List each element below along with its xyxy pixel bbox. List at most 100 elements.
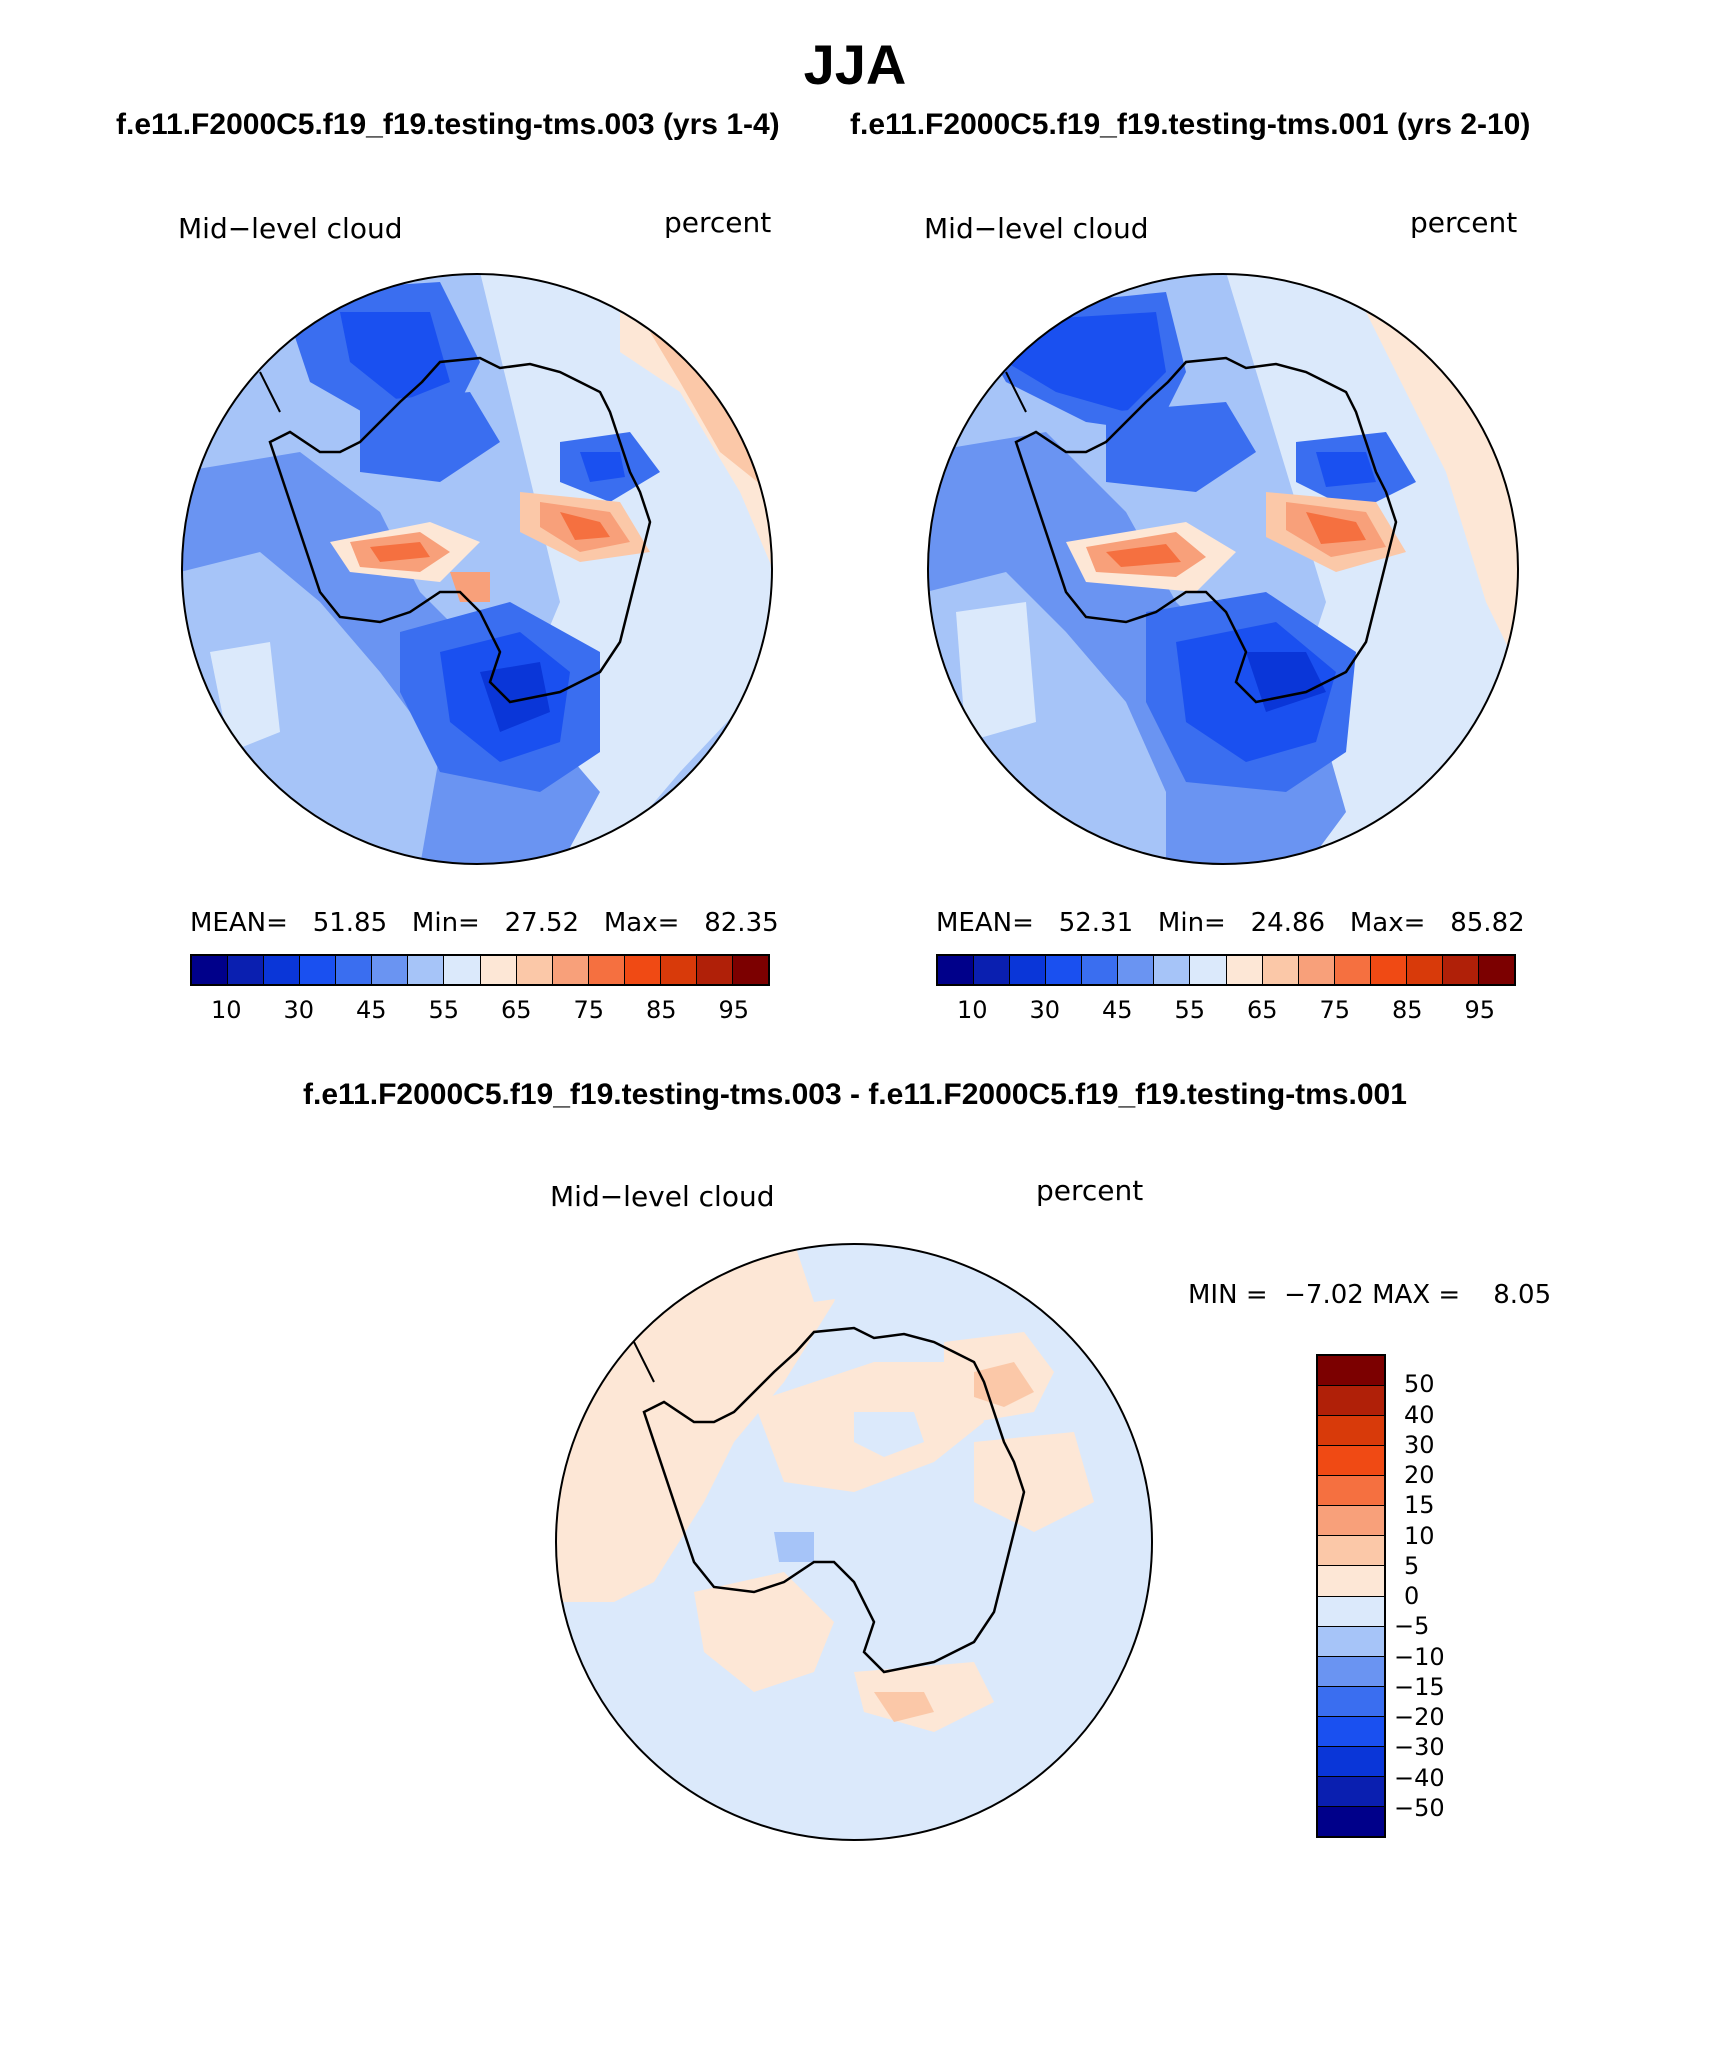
colorbar-tick-label: 5 <box>1404 1551 1420 1580</box>
colorbar-swatch <box>1298 956 1335 984</box>
colorbar-swatch <box>1226 956 1263 984</box>
colorbar-tick-label: 55 <box>428 996 460 1024</box>
panel-2-units-label: percent <box>1410 206 1518 239</box>
colorbar-tick-label: 85 <box>1391 996 1423 1024</box>
colorbar-swatch <box>1478 956 1514 984</box>
panel-1-min-label: Min= <box>411 908 480 938</box>
colorbar-tick-label: 40 <box>1404 1400 1435 1429</box>
colorbar-swatch <box>444 956 481 984</box>
colorbar-swatch <box>1318 1686 1384 1717</box>
colorbar-tick-label: 10 <box>210 996 242 1024</box>
colorbar-tick-label: −20 <box>1394 1703 1445 1731</box>
colorbar-swatch <box>1442 956 1479 984</box>
colorbar-swatch <box>1318 1776 1384 1807</box>
colorbar-tick-label: −15 <box>1394 1672 1445 1701</box>
colorbar-tick-label: 15 <box>1404 1491 1435 1520</box>
colorbar-swatch <box>300 956 337 984</box>
colorbar-tick-label: 50 <box>1404 1370 1435 1399</box>
colorbar-swatch <box>336 956 373 984</box>
colorbar-swatch <box>624 956 661 984</box>
colorbar-swatch <box>516 956 553 984</box>
colorbar-swatch <box>1318 1386 1384 1417</box>
panel-2-min-value: 24.86 <box>1250 908 1326 938</box>
panel-2-case-title: f.e11.F2000C5.f19_f19.testing-tms.001 (y… <box>850 108 1531 141</box>
diff-min-label: MIN = <box>1188 1280 1268 1310</box>
colorbar-swatch <box>1318 1356 1384 1387</box>
colorbar-swatch <box>588 956 625 984</box>
colorbar-swatch <box>1406 956 1443 984</box>
colorbar-swatch <box>372 956 409 984</box>
panel-1-field-label: Mid−level cloud <box>178 212 403 245</box>
panel-1-polar-map <box>181 273 773 865</box>
colorbar-tick-label: 55 <box>1174 996 1206 1024</box>
colorbar-tick-label: −30 <box>1394 1733 1445 1762</box>
colorbar-swatch <box>1318 1716 1384 1747</box>
figure-title: JJA <box>803 33 907 96</box>
colorbar-swatch <box>1318 1596 1384 1627</box>
colorbar-tick-label: −5 <box>1394 1612 1430 1641</box>
colorbar-tick-label: 75 <box>573 996 605 1024</box>
colorbar-swatch <box>1318 1806 1384 1836</box>
colorbar-tick-label: 95 <box>1464 996 1496 1024</box>
panel-1-stats: MEAN= 51.85 Min= 27.52 Max= 82.35 <box>190 908 779 938</box>
colorbar-swatch <box>1118 956 1155 984</box>
colorbar-swatch <box>732 956 768 984</box>
panel-1-mean-label: MEAN= <box>190 908 288 938</box>
diff-max-value: 8.05 <box>1493 1280 1552 1310</box>
colorbar-tick-label: 30 <box>283 996 315 1024</box>
diff-units-label: percent <box>1036 1174 1144 1207</box>
colorbar-swatch <box>1190 956 1227 984</box>
colorbar-tick-label: 85 <box>645 996 677 1024</box>
colorbar-swatch <box>1154 956 1191 984</box>
colorbar-tick-label: 30 <box>1404 1430 1435 1459</box>
colorbar-swatch <box>1046 956 1083 984</box>
colorbar-swatch <box>1318 1656 1384 1687</box>
colorbar-tick-label: 45 <box>355 996 387 1024</box>
colorbar-swatch <box>1318 1566 1384 1597</box>
colorbar-tick-label: 10 <box>956 996 988 1024</box>
panel-2-max-label: Max= <box>1349 908 1426 938</box>
diff-min-value: −7.02 <box>1284 1280 1364 1310</box>
colorbar-swatch <box>408 956 445 984</box>
colorbar-swatch <box>938 956 975 984</box>
colorbar-swatch <box>1262 956 1299 984</box>
colorbar-tick-label: −40 <box>1394 1763 1445 1792</box>
colorbar-swatch <box>1370 956 1407 984</box>
panel-2-polar-map <box>927 273 1519 865</box>
diff-title: f.e11.F2000C5.f19_f19.testing-tms.003 - … <box>303 1078 1407 1111</box>
colorbar-tick-label: 65 <box>500 996 532 1024</box>
diff-max-label: MAX = <box>1372 1280 1461 1310</box>
colorbar-swatch <box>1010 956 1047 984</box>
colorbar-swatch <box>1318 1506 1384 1537</box>
colorbar-swatch <box>974 956 1011 984</box>
diff-minmax: MIN = −7.02 MAX = 8.05 <box>1188 1280 1551 1310</box>
colorbar-tick-label: −50 <box>1394 1793 1445 1822</box>
panel-2-stats: MEAN= 52.31 Min= 24.86 Max= 85.82 <box>936 908 1525 938</box>
panel-2-mean-label: MEAN= <box>936 908 1034 938</box>
diff-field-label: Mid−level cloud <box>550 1180 775 1213</box>
colorbar-tick-label: 10 <box>1404 1521 1435 1550</box>
panel-2-colorbar <box>936 954 1516 986</box>
colorbar-swatch <box>1318 1746 1384 1777</box>
colorbar-swatch <box>660 956 697 984</box>
panel-2-max-value: 85.82 <box>1450 908 1525 938</box>
colorbar-tick-label: 0 <box>1404 1582 1420 1610</box>
colorbar-tick-label: 20 <box>1404 1461 1435 1489</box>
diff-polar-map <box>555 1243 1153 1841</box>
panel-1-max-label: Max= <box>603 908 680 938</box>
colorbar-swatch <box>1318 1536 1384 1567</box>
colorbar-swatch <box>228 956 265 984</box>
panel-2-field-label: Mid−level cloud <box>924 212 1149 245</box>
colorbar-tick-label: 65 <box>1246 996 1278 1024</box>
panel-1-units-label: percent <box>664 206 772 239</box>
colorbar-tick-label: 45 <box>1101 996 1133 1024</box>
colorbar-swatch <box>1318 1446 1384 1477</box>
panel-1-case-title: f.e11.F2000C5.f19_f19.testing-tms.003 (y… <box>116 108 780 141</box>
colorbar-swatch <box>1334 956 1371 984</box>
panel-1-min-value: 27.52 <box>504 908 580 938</box>
colorbar-swatch <box>1318 1626 1384 1657</box>
panel-1-max-value: 82.35 <box>704 908 779 938</box>
colorbar-swatch <box>192 956 229 984</box>
panel-2-min-label: Min= <box>1157 908 1226 938</box>
colorbar-tick-label: −10 <box>1394 1642 1445 1671</box>
